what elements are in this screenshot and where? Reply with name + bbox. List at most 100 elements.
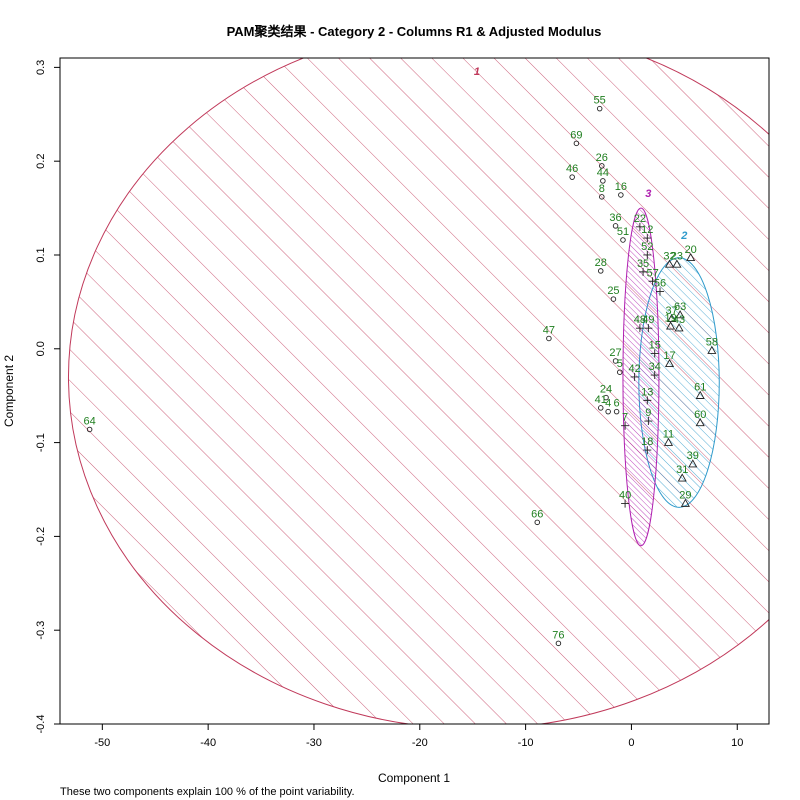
point-26-label: 26 [596,152,608,164]
cluster-ellipses: 123 [68,58,769,724]
cluster-1-label: 1 [474,66,480,78]
point-13 [643,396,652,405]
y-tick-label: 0.0 [35,341,47,356]
point-25-label: 25 [607,285,619,297]
point-4-label: 4 [605,398,611,410]
x-tick-label: -10 [518,737,534,749]
point-52-label: 52 [641,241,653,253]
point-24 [603,394,609,401]
point-22-label: 22 [634,213,646,225]
point-8 [599,194,605,200]
point-32 [664,259,675,268]
point-12-label: 12 [641,224,653,236]
point-32-label: 32 [663,250,675,262]
point-20-label: 20 [685,244,697,256]
y-tick-label: 0.2 [35,154,47,169]
point-35 [639,267,648,276]
point-28-label: 28 [595,257,607,269]
point-57 [648,277,657,286]
point-57-label: 57 [646,267,658,279]
y-tick-label: -0.3 [35,621,47,640]
point-15 [650,349,659,358]
point-8-label: 8 [599,183,605,195]
point-23-label: 23 [671,250,683,262]
point-42 [630,372,639,381]
point-44 [600,178,606,184]
point-4 [605,408,611,415]
point-23 [672,259,682,268]
point-26 [599,163,605,169]
y-tick-label: -0.1 [35,433,47,452]
point-9 [644,417,653,426]
point-58 [707,345,717,354]
point-51-label: 51 [617,226,629,238]
point-60 [695,417,705,427]
point-29 [680,498,690,507]
y-tick-label: -0.4 [35,715,47,734]
point-51 [620,237,626,243]
point-31-label: 31 [676,464,688,476]
x-axis-label: Component 1 [378,771,450,785]
point-76 [555,640,562,647]
y-axis-label: Component 2 [2,355,16,427]
x-tick-label: 10 [731,737,743,749]
point-60-label: 60 [694,409,706,421]
point-48 [635,324,644,333]
point-58-label: 58 [706,337,718,349]
cluster-3-ellipse [622,207,660,547]
point-49 [644,324,653,333]
point-41 [597,405,604,411]
x-tick-label: -30 [306,737,322,749]
point-35-label: 35 [637,258,649,270]
x-tick-label: -20 [412,737,428,749]
point-29-label: 29 [679,490,691,502]
point-48-label: 48 [634,314,646,326]
cluster-2-label: 2 [680,230,687,242]
y-tick-label: 0.3 [35,60,47,75]
point-39 [688,459,698,468]
point-7-label: 7 [622,412,628,424]
point-61 [695,390,705,399]
point-6-label: 6 [614,398,620,410]
point-46 [569,174,575,180]
point-17 [664,358,675,368]
point-11-label: 11 [663,429,674,441]
point-31 [677,473,687,482]
point-61-label: 61 [694,382,706,394]
point-15-label: 15 [649,339,661,351]
point-37-label: 37 [666,305,678,317]
plot-area-frame [59,57,770,725]
point-39-label: 39 [687,450,699,462]
point-66 [534,519,541,526]
point-19-label: 19 [664,312,676,324]
point-36 [612,223,619,229]
point-16-label: 16 [615,181,627,193]
point-42-label: 42 [628,363,640,375]
cluster-1-ellipse [68,58,769,724]
point-16 [618,192,624,198]
point-63 [675,310,685,319]
point-64 [86,426,93,433]
point-17-label: 17 [663,350,675,362]
point-27 [612,358,619,364]
point-44-label: 44 [597,167,609,179]
point-64-label: 64 [84,415,96,427]
point-56-label: 56 [654,278,666,290]
point-40-label: 40 [619,490,631,502]
point-5-label: 5 [617,358,623,370]
cluster-3-label: 3 [645,188,651,200]
point-18 [643,446,652,455]
point-56 [656,287,665,296]
point-63-label: 63 [674,301,686,313]
point-18-label: 18 [641,436,653,448]
y-tick-label: -0.2 [35,527,47,546]
point-43 [674,323,684,332]
point-12 [643,234,652,243]
x-tick-label: -40 [200,737,216,749]
point-28 [597,268,604,274]
point-36-label: 36 [609,212,621,224]
point-47-label: 47 [543,324,555,336]
x-tick-label: 0 [628,737,634,749]
variability-footnote: These two components explain 100 % of th… [60,786,355,798]
